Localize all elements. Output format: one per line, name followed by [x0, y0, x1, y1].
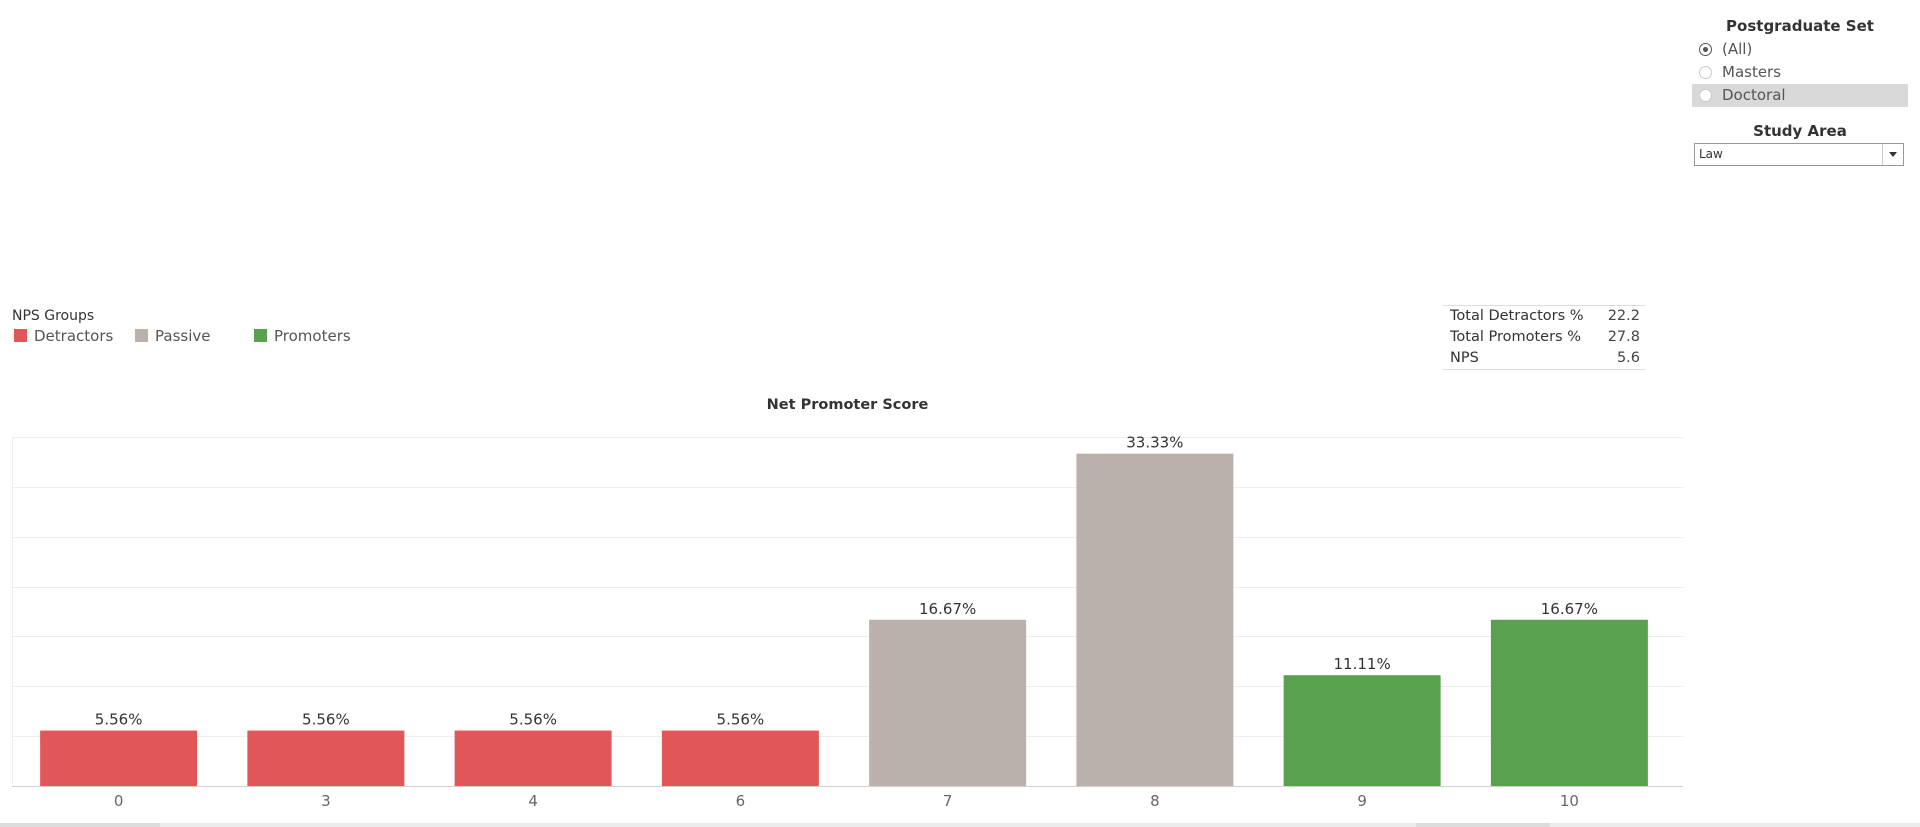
x-tick-label: 9	[1357, 792, 1367, 810]
legend-label: Promoters	[274, 327, 351, 345]
postgraduate-set-title: Postgraduate Set	[1726, 17, 1874, 35]
x-tick-label: 4	[528, 792, 538, 810]
nps-summary-table: Total Detractors % 22.2 Total Promoters …	[1443, 305, 1645, 370]
scroll-segment	[1416, 823, 1550, 827]
bar-value-label: 5.56%	[302, 711, 350, 729]
summary-value: 5.6	[1616, 350, 1640, 366]
radio-option-doctoral[interactable]: Doctoral	[1692, 84, 1908, 107]
x-tick-label: 10	[1560, 792, 1579, 810]
bar-value-label: 5.56%	[509, 711, 557, 729]
legend-item-detractors[interactable]: Detractors	[14, 326, 113, 346]
summary-label: Total Detractors %	[1450, 308, 1584, 324]
study-area-title: Study Area	[1753, 122, 1847, 140]
summary-row-nps: NPS 5.6	[1443, 348, 1645, 369]
bar-value-label: 16.67%	[1541, 600, 1598, 618]
chevron-down-icon[interactable]	[1882, 144, 1903, 165]
radio-unchecked-icon	[1699, 89, 1712, 102]
nps-groups-legend: NPS Groups Detractors Passive Promoters	[12, 306, 412, 346]
scroll-segment	[0, 823, 160, 827]
x-tick-label: 8	[1150, 792, 1160, 810]
study-area-dropdown[interactable]: Law	[1694, 143, 1904, 166]
bar-value-label: 5.56%	[95, 711, 143, 729]
postgraduate-set-options: (All) Masters Doctoral	[1692, 38, 1908, 107]
bar-4	[454, 730, 612, 786]
radio-option-all[interactable]: (All)	[1692, 38, 1908, 61]
bar-7	[869, 619, 1027, 786]
legend-swatch	[14, 329, 27, 342]
summary-value: 27.8	[1607, 329, 1640, 345]
nps-bar-chart: 5.56% 0 5.56% 3 5.56% 4 5.56% 6 16.67% 7 33.33% 8 11…	[12, 434, 1683, 810]
legend-item-promoters[interactable]: Promoters	[254, 326, 351, 346]
study-area-value: Law	[1699, 147, 1723, 161]
x-tick-label: 3	[321, 792, 331, 810]
summary-value: 22.2	[1607, 308, 1640, 324]
bar-6	[661, 730, 819, 786]
chart-title: Net Promoter Score	[766, 397, 929, 413]
bar-value-label: 33.33%	[1126, 434, 1183, 452]
radio-unchecked-icon	[1699, 66, 1712, 79]
bottom-scroll-strip	[0, 823, 1920, 827]
summary-row-detractors: Total Detractors % 22.2	[1443, 306, 1645, 327]
bar-value-label: 5.56%	[717, 711, 765, 729]
summary-label: NPS	[1450, 350, 1479, 366]
bar-3	[247, 730, 405, 786]
legend-label: Passive	[155, 327, 211, 345]
bar-value-label: 11.11%	[1334, 655, 1391, 673]
x-tick-label: 6	[736, 792, 746, 810]
legend-label: Detractors	[34, 327, 114, 345]
summary-row-promoters: Total Promoters % 27.8	[1443, 327, 1645, 348]
radio-option-label: Masters	[1722, 63, 1782, 81]
bar-9	[1283, 675, 1441, 786]
bar-0	[40, 730, 198, 786]
bar-value-label: 16.67%	[919, 600, 976, 618]
legend-swatch	[254, 329, 267, 342]
radio-option-masters[interactable]: Masters	[1692, 61, 1908, 84]
radio-option-label: (All)	[1722, 40, 1753, 58]
legend-title: NPS Groups	[12, 308, 95, 324]
radio-option-label: Doctoral	[1722, 86, 1786, 104]
filter-panel: Postgraduate Set (All) Masters Doctoral …	[1692, 14, 1908, 166]
summary-label: Total Promoters %	[1450, 329, 1581, 345]
legend-swatch	[135, 329, 148, 342]
radio-checked-icon	[1699, 43, 1712, 56]
legend-item-passive[interactable]: Passive	[135, 326, 210, 346]
bar-10	[1490, 619, 1648, 786]
x-tick-label: 0	[114, 792, 124, 810]
bar-8	[1076, 453, 1234, 786]
x-tick-label: 7	[943, 792, 953, 810]
